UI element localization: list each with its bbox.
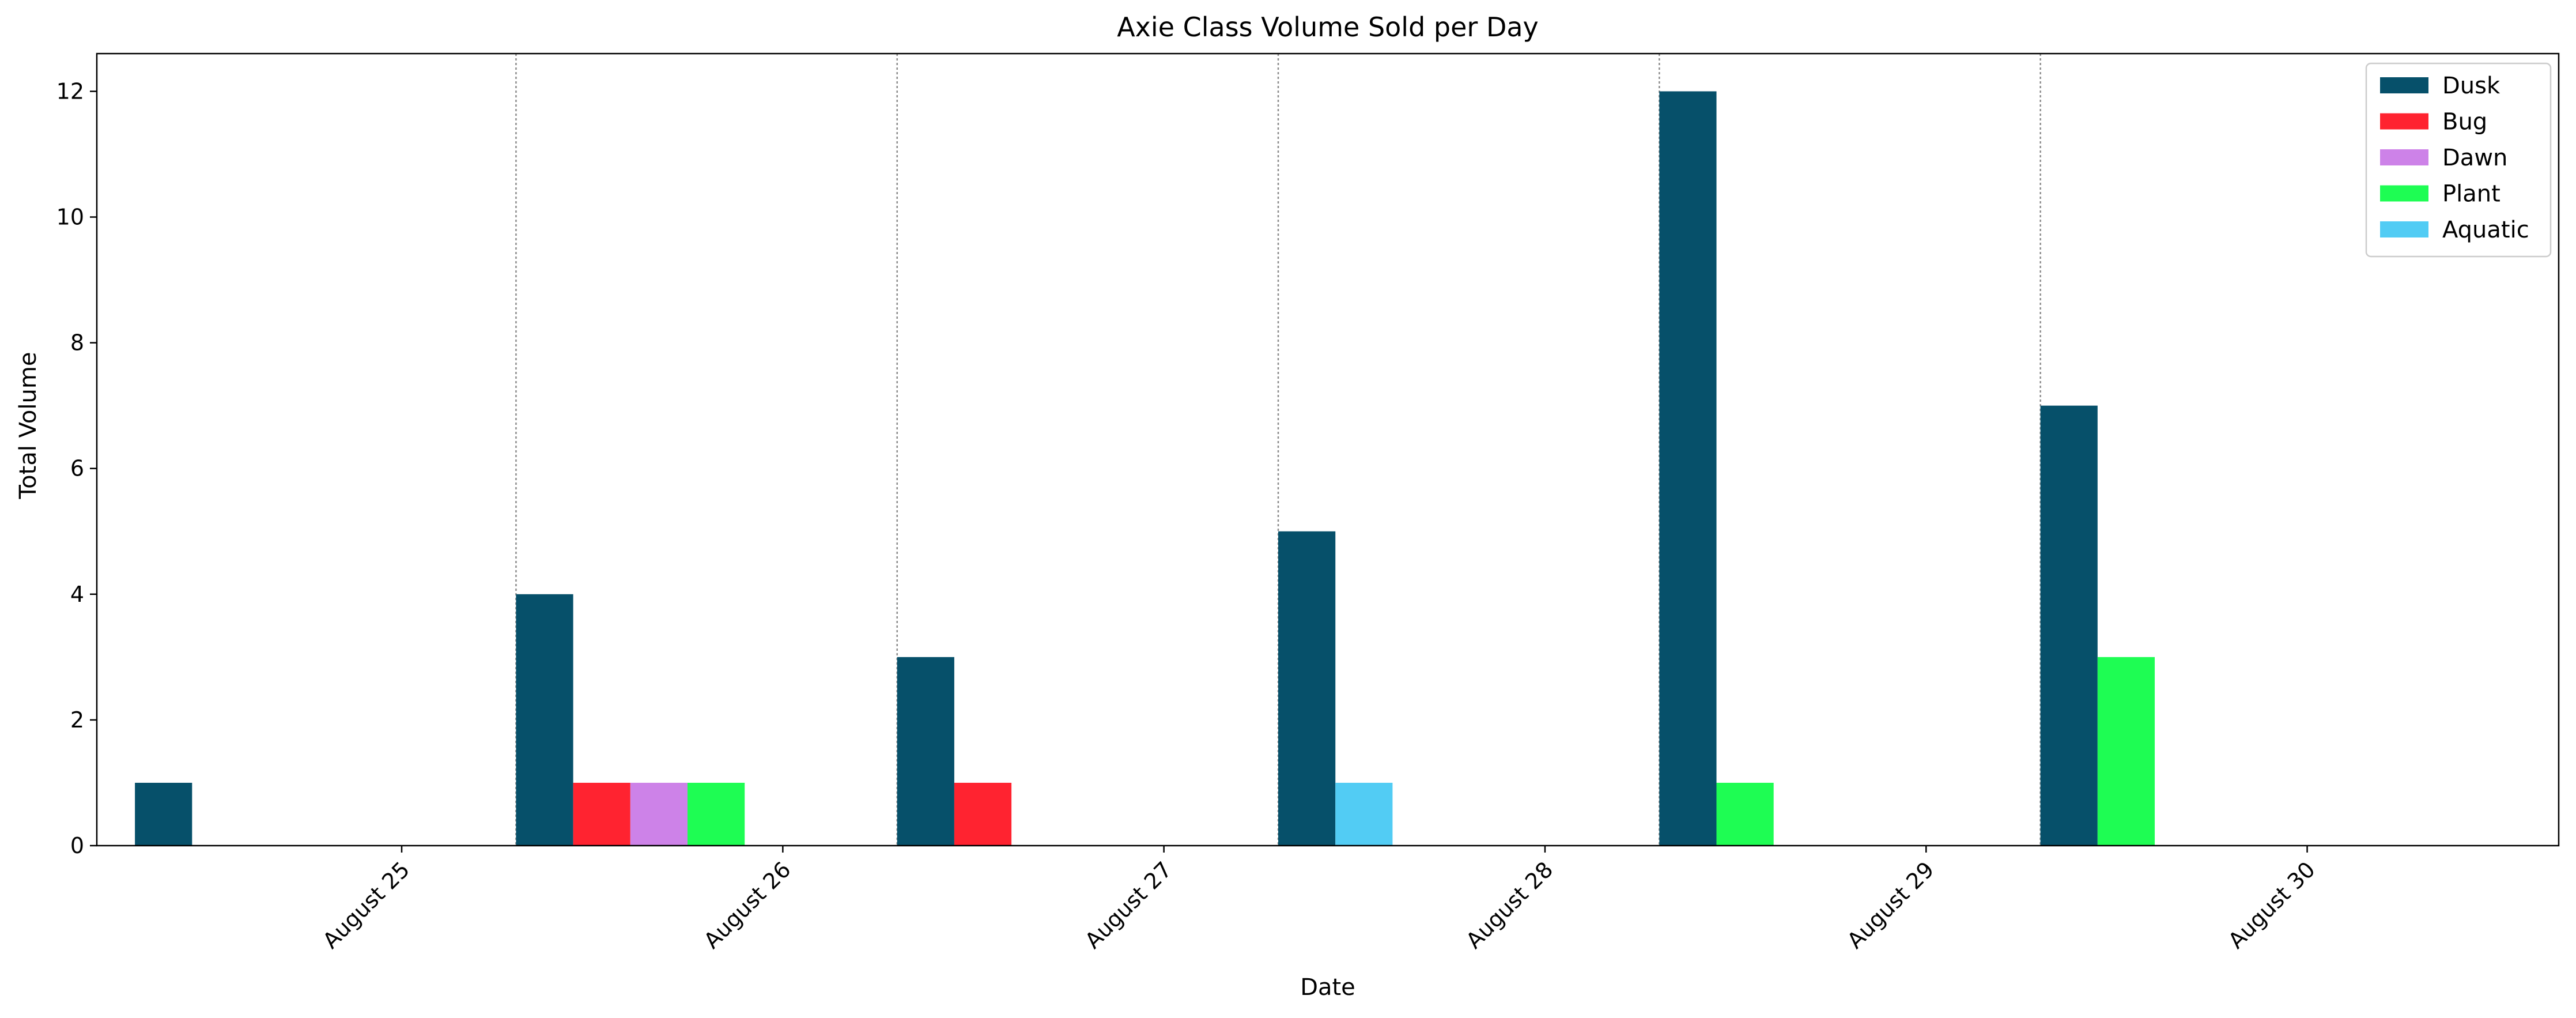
bar-plant: [1716, 782, 1774, 846]
y-tick-label: 2: [70, 707, 84, 733]
legend-label-aquatic: Aquatic: [2442, 217, 2529, 243]
y-tick-label: 10: [56, 205, 84, 230]
legend-label-bug: Bug: [2442, 109, 2487, 135]
bar-dusk: [1278, 531, 1336, 846]
legend-swatch-dusk: [2380, 77, 2428, 93]
legend-label-plant: Plant: [2442, 181, 2501, 208]
x-axis-label: Date: [1300, 974, 1355, 1001]
chart-title: Axie Class Volume Sold per Day: [1117, 12, 1539, 43]
legend-label-dawn: Dawn: [2442, 145, 2507, 171]
bar-aquatic: [1335, 782, 1393, 846]
legend-swatch-dawn: [2380, 149, 2428, 165]
bar-dusk: [1659, 91, 1717, 846]
bar-bug: [573, 782, 630, 846]
y-axis-label: Total Volume: [15, 352, 41, 500]
y-tick-label: 12: [56, 78, 84, 104]
y-tick-label: 0: [70, 833, 84, 858]
legend: Dusk Bug Dawn Plant Aquatic: [2365, 62, 2552, 258]
bar-dawn: [630, 782, 688, 846]
legend-swatch-bug: [2380, 113, 2428, 130]
legend-label-dusk: Dusk: [2442, 73, 2501, 99]
bar-dusk: [2040, 405, 2098, 846]
y-tick-label: 4: [70, 582, 84, 607]
legend-swatch-aquatic: [2380, 221, 2428, 237]
y-tick-label: 8: [70, 330, 84, 356]
y-tick-label: 6: [70, 456, 84, 481]
legend-box: [2365, 62, 2552, 258]
bar-plant: [688, 782, 745, 846]
legend-swatch-plant: [2380, 185, 2428, 202]
bar-dusk: [135, 782, 192, 846]
bar-dusk: [897, 657, 954, 846]
bar-dusk: [516, 594, 573, 846]
plot-frame: [96, 52, 2560, 847]
bar-bug: [954, 782, 1012, 846]
bar-plant: [2097, 657, 2155, 846]
